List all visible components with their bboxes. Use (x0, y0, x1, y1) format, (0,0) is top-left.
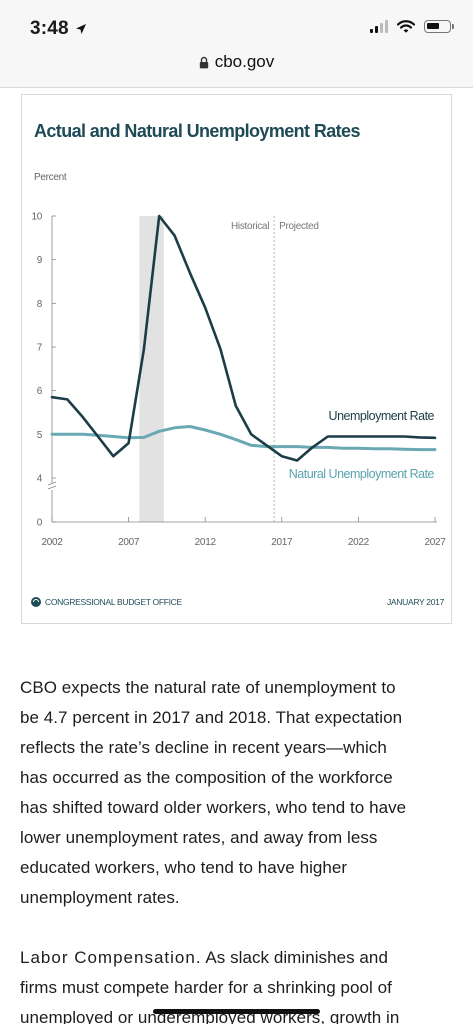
natural-unemployment-rate-label: Natural Unemployment Rate (289, 467, 435, 481)
text-line: has occurred as the composition of the w… (20, 768, 393, 787)
y-axis-label: Percent (34, 172, 67, 183)
status-time: 3:48 (30, 18, 69, 39)
text-line: Labor Compensation. As slack diminishes … (20, 943, 460, 973)
y-tick-label: 0 (37, 518, 43, 529)
text-line: reflects the rate’s decline in recent ye… (20, 738, 387, 757)
x-tick-label: 2002 (41, 537, 63, 548)
text-line: CBO expects the natural rate of unemploy… (20, 678, 396, 697)
x-tick-label: 2027 (424, 537, 446, 548)
y-axis-break-mark (47, 481, 57, 490)
home-indicator[interactable] (153, 1009, 320, 1014)
y-tick-label: 8 (37, 299, 43, 310)
x-axis-ticks: 2002 2007 2012 2017 2022 2027 (41, 517, 447, 548)
historical-label: Historical (231, 221, 269, 232)
y-tick-label: 5 (37, 430, 43, 441)
chart-figure: Actual and Natural Unemployment Rates Pe… (21, 94, 452, 624)
address-bar[interactable]: cbo.gov (0, 52, 473, 72)
y-tick-label: 6 (37, 386, 43, 397)
y-tick-label: 9 (37, 255, 43, 266)
location-arrow-icon (75, 24, 86, 34)
footer-date: JANUARY 2017 (387, 597, 445, 607)
browser-top-bar: 3:48 cbo.gov (0, 0, 473, 88)
paragraph-natural-rate: CBO expects the natural rate of unemploy… (20, 673, 460, 913)
status-time-group: 3:48 (30, 18, 87, 40)
chart-title: Actual and Natural Unemployment Rates (34, 121, 360, 141)
text-line: unemployment rates. (20, 888, 180, 907)
inline-heading: Labor Compensation. (20, 948, 202, 967)
lock-icon (199, 56, 208, 68)
y-tick-label: 4 (37, 474, 43, 485)
unemployment-chart: Actual and Natural Unemployment Rates Pe… (31, 121, 447, 607)
footer-org: CONGRESSIONAL BUDGET OFFICE (45, 597, 183, 607)
battery-icon (424, 20, 454, 33)
x-tick-label: 2007 (118, 537, 140, 548)
text-line: has shifted toward older workers, who te… (20, 798, 407, 817)
text-line: be 4.7 percent in 2017 and 2018. That ex… (20, 708, 403, 727)
article-body: CBO expects the natural rate of unemploy… (20, 673, 460, 1024)
y-tick-label: 10 (31, 212, 42, 223)
text-line: firms must compete harder for a shrinkin… (20, 978, 392, 997)
natural-unemployment-rate-line (50, 425, 437, 452)
text-line: educated workers, who tend to have highe… (20, 858, 348, 877)
text-fragment: As slack diminishes and (201, 948, 388, 967)
x-tick-label: 2022 (348, 537, 370, 548)
projected-label: Projected (279, 221, 319, 232)
y-axis-ticks: 0 4 5 6 7 8 9 10 (31, 212, 56, 529)
x-tick-label: 2017 (271, 537, 293, 548)
x-tick-label: 2012 (195, 537, 217, 548)
recession-shade (139, 216, 164, 522)
series-points (51, 215, 436, 461)
cbo-logo-icon (31, 597, 41, 607)
status-icons (370, 20, 454, 33)
wifi-icon (397, 20, 415, 33)
text-line: lower unemployment rates, and away from … (20, 828, 378, 847)
unemployment-rate-label: Unemployment Rate (329, 409, 435, 423)
y-tick-label: 7 (37, 343, 43, 354)
cellular-signal-icon (370, 20, 388, 33)
url-text[interactable]: cbo.gov (214, 52, 275, 71)
unemployment-rate-line (50, 214, 437, 462)
